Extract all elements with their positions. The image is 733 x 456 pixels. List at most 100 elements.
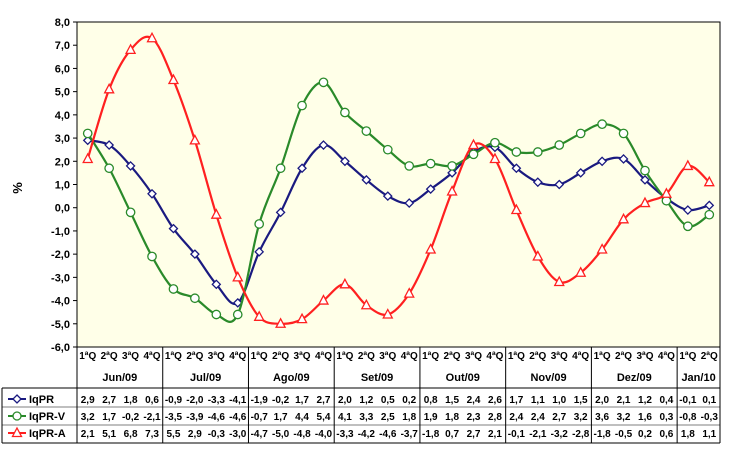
y-axis-title: % [10,182,25,194]
data-point [103,82,115,94]
y-tick-label: 2,0 [55,156,70,168]
y-tick-label: 7,0 [55,40,70,52]
data-point [360,298,372,310]
quarter-label: 2ªQ [529,351,546,362]
data-label: 1,1 [531,395,545,406]
data-point [275,317,287,328]
y-tick-label: -1,0 [51,226,70,238]
data-point [597,156,608,167]
data-label: -0,5 [615,429,633,440]
data-point [575,167,586,178]
data-label: 1,7 [274,412,288,423]
data-label: 7,3 [145,429,159,440]
data-point [404,198,415,208]
data-label: 0,6 [145,395,159,406]
data-point [704,200,715,211]
data-label: 5,5 [166,429,180,440]
data-point [190,293,200,304]
data-label: 0,4 [659,395,673,406]
quarter-label: 4ªQ [401,351,418,362]
data-label: 0,2 [638,429,652,440]
data-label: 0,1 [702,395,716,406]
data-label: 1,2 [359,395,373,406]
data-label: -0,2 [122,412,140,423]
quarter-label: 2ªQ [615,351,632,362]
data-point [425,184,436,195]
data-point [554,140,565,150]
quarter-label: 4ªQ [486,351,503,362]
plot-background [76,21,721,348]
quarter-label: 1ªQ [594,351,611,362]
data-point [296,312,308,324]
y-axis: 8,0 7,0 6,0 5,0 4,0 3,0 2,0 1,0 0,0 -1,0 -2,0 -3,0 -… [51,17,77,354]
data-point [361,126,372,136]
data-point [382,144,393,155]
data-label: 2,1 [81,429,95,440]
data-label: 1,8 [445,412,459,423]
data-point [511,147,522,157]
data-point [489,152,501,164]
data-label: -0,7 [251,412,269,423]
data-point [618,154,629,164]
data-point [467,138,480,150]
data-label: 2,4 [467,395,481,406]
data-label: 5,4 [317,412,331,423]
data-point [382,191,393,202]
data-point [253,310,265,321]
quarter-label: 3ªQ [208,351,225,362]
data-point [318,77,329,88]
data-label: 2,6 [488,395,502,406]
data-label: -2,0 [186,395,204,406]
legend-label: IqPR-V [29,411,66,423]
y-tick-label: -4,0 [51,296,70,308]
y-tick-label: -2,0 [51,249,70,261]
data-point [211,279,222,290]
data-point [660,187,672,198]
data-point [297,163,307,174]
data-label: -4,7 [251,429,269,440]
data-point [682,221,693,232]
data-label: 2,5 [381,412,395,423]
data-label: 3,2 [81,412,95,423]
data-label: 1,2 [638,395,652,406]
data-point [596,243,608,254]
month-label: Nov/09 [530,372,566,384]
data-label: 1,7 [295,395,309,406]
y-tick-label: 8,0 [55,17,70,29]
data-point [340,107,350,118]
data-point [532,147,543,157]
data-label: 3,2 [617,412,631,423]
data-label: 0,3 [659,412,673,423]
data-point [146,31,158,43]
data-point [404,161,415,171]
data-point [318,140,329,150]
data-point [254,219,265,229]
y-tick-label: -3,0 [51,272,70,284]
quarter-label: 2ªQ [186,351,203,362]
data-label: -3,2 [551,429,569,440]
data-point [403,287,415,298]
month-label: Jan/10 [681,372,715,384]
quarter-label: 4ªQ [229,351,246,362]
quarter-label: 2ªQ [701,351,718,362]
quarter-label: 1ªQ [165,351,182,362]
data-label: 1,5 [445,395,459,406]
data-point [554,179,565,190]
data-label: -4,8 [293,429,311,440]
data-point [168,284,179,294]
data-point [82,128,93,139]
data-point [532,250,544,261]
data-label: 4,1 [338,412,352,423]
data-label: -2,1 [529,429,547,440]
data-point [125,161,136,171]
quarter-label: 1ªQ [422,351,439,362]
data-label: -0,2 [272,395,290,406]
month-label: Set/09 [361,372,393,384]
quarter-label: 4ªQ [315,351,332,362]
data-point [275,207,286,218]
data-label: 2,1 [488,429,502,440]
data-point [618,128,629,139]
plot-area [76,21,721,348]
data-label: -0,8 [679,412,697,423]
